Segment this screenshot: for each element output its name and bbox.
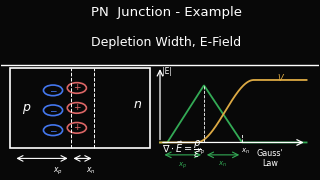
Text: Depletion Width, E-Field: Depletion Width, E-Field — [91, 36, 241, 49]
Text: −: − — [49, 126, 57, 135]
Text: +: + — [73, 84, 81, 93]
Bar — [10, 68, 150, 148]
Text: PN  Junction - Example: PN Junction - Example — [91, 6, 242, 19]
Text: $x_p$: $x_p$ — [196, 147, 205, 157]
Text: +: + — [73, 103, 81, 112]
Text: V: V — [277, 74, 283, 83]
Text: Law: Law — [262, 159, 278, 168]
Text: $x_p$: $x_p$ — [53, 165, 63, 177]
Text: $x_n$: $x_n$ — [219, 160, 228, 169]
Text: $x_n$: $x_n$ — [241, 147, 250, 156]
Text: −: − — [49, 106, 57, 115]
Text: p: p — [22, 101, 29, 114]
Text: $x_p$: $x_p$ — [178, 160, 188, 171]
Text: $x_n$: $x_n$ — [86, 165, 96, 176]
Text: +: + — [73, 123, 81, 132]
Text: n: n — [134, 98, 142, 111]
Text: Gauss': Gauss' — [257, 148, 283, 158]
Text: −: − — [49, 86, 57, 95]
Text: |E|: |E| — [162, 67, 172, 76]
Text: $\nabla \cdot \vec{E} = \dfrac{\rho}{\varepsilon}$: $\nabla \cdot \vec{E} = \dfrac{\rho}{\va… — [162, 139, 201, 160]
